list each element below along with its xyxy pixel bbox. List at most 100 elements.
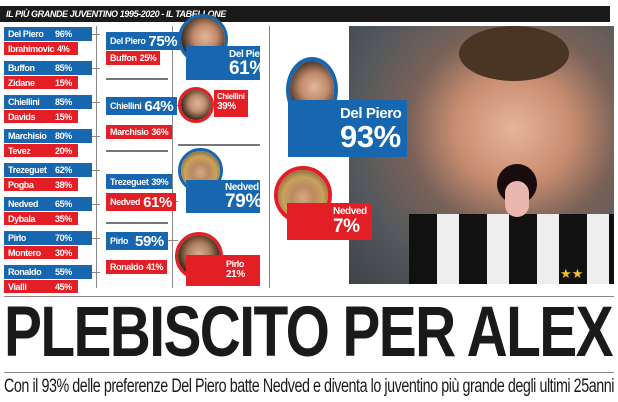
separator (106, 222, 168, 224)
player-name: Del Piero (229, 49, 269, 60)
star-icon: ★★ (560, 266, 584, 281)
player-name: Dybala (8, 213, 36, 224)
subtitle: Con il 93% delle preferenze Del Piero ba… (4, 376, 614, 397)
player-name: Pogba (8, 179, 34, 190)
player-name: Chiellini (217, 92, 245, 101)
player-name: Marchisio (110, 127, 149, 137)
loser-box: Nedved 61% (106, 193, 176, 211)
loser-box: Montero 30% (4, 246, 78, 259)
player-pct: 30% (55, 247, 72, 258)
player-pct: 4% (57, 43, 70, 54)
player-pct: 7% (333, 216, 360, 237)
winner-box: Chiellini 64% (106, 97, 178, 115)
player-pct: 85% (55, 63, 72, 73)
player-name: Chiellini (110, 101, 142, 111)
player-pct: 20% (55, 145, 72, 156)
winner-box: Buffon 85% (4, 61, 92, 75)
winner-box: Trezeguet 39% (106, 174, 173, 189)
headline-wrap: PLEBISCITO PER ALEX (4, 296, 614, 370)
chiellini-photo (178, 87, 214, 123)
player-pct: 96% (55, 29, 72, 39)
player-name: Nedved (8, 199, 39, 209)
player-name: Nedved (225, 182, 259, 193)
player-pct: 80% (55, 131, 72, 141)
player-pct: 38% (55, 179, 72, 190)
player-pct: 70% (55, 233, 72, 243)
player-name: Vialli (8, 281, 27, 292)
player-name: Chiellini (8, 97, 40, 107)
winner-box: Del Piero 96% (4, 27, 92, 41)
column-divider (96, 26, 97, 288)
player-pct: 25% (139, 53, 157, 63)
column-divider (269, 26, 270, 288)
player-pct: 45% (55, 281, 72, 292)
loser-box: Buffon 25% (106, 51, 161, 65)
player-name: Pirlo (226, 259, 245, 269)
player-name: Nedved (333, 206, 367, 217)
winner-box: Del Piero 75% (106, 32, 182, 50)
winner-box: Trezeguet 62% (4, 163, 92, 177)
player-pct: 64% (144, 97, 174, 115)
semifinal-winner-box: Nedved 79% (186, 180, 262, 213)
semifinal-loser-box: Pirlo 21% (186, 255, 260, 286)
player-pct: 61% (229, 58, 266, 79)
player-name: Buffon (8, 63, 35, 73)
loser-box: Vialli 45% (4, 280, 78, 293)
player-name: Zidane (8, 77, 35, 88)
separator (106, 78, 168, 80)
player-name: Del Piero (8, 29, 44, 39)
player-name: Tevez (8, 145, 31, 156)
player-pct: 41% (146, 262, 164, 272)
player-pct: 21% (226, 269, 245, 280)
semifinal-winner-box: Del Piero 61% (186, 46, 269, 80)
player-pct: 15% (55, 77, 72, 88)
winner-box: Marchisio 80% (4, 129, 92, 143)
player-pct: 55% (55, 267, 72, 277)
loser-box: Ronaldo 41% (106, 260, 168, 274)
player-name: Marchisio (8, 131, 47, 141)
column-divider (172, 26, 173, 288)
subtitle-wrap: Con il 93% delle preferenze Del Piero ba… (4, 376, 616, 400)
player-name: Ronaldo (110, 262, 144, 272)
loser-box: Davids 15% (4, 110, 78, 123)
player-pct: 36% (151, 127, 169, 137)
loser-box: Dybala 35% (4, 212, 78, 225)
semifinal-loser-box: Chiellini 39% (214, 90, 248, 117)
bracket-connector (168, 240, 178, 241)
player-name: Nedved (110, 197, 141, 207)
final-winner-box: Del Piero 93% (288, 100, 407, 157)
player-pct: 61% (143, 193, 172, 211)
player-pct: 93% (340, 119, 401, 154)
player-name: Trezeguet (8, 165, 47, 175)
player-name: Ibrahimovic (8, 43, 55, 54)
player-pct: 39% (217, 101, 236, 112)
headline: PLEBISCITO PER ALEX (4, 296, 614, 370)
player-name: Pirlo (8, 233, 27, 243)
player-pct: 39% (151, 176, 169, 187)
player-pct: 75% (148, 32, 178, 50)
player-pct: 85% (55, 97, 72, 107)
player-pct: 65% (55, 199, 72, 209)
winner-box: Chiellini 85% (4, 95, 92, 109)
player-name: Pirlo (110, 236, 129, 246)
player-pct: 35% (55, 213, 72, 224)
player-pct: 15% (55, 111, 72, 122)
final-loser-box: Nedved 7% (287, 203, 372, 240)
player-name: Montero (8, 247, 41, 258)
player-name: Del Piero (340, 105, 402, 122)
player-pct: 62% (55, 165, 72, 175)
player-pct: 79% (225, 191, 262, 212)
loser-box: Zidane 15% (4, 76, 78, 89)
player-name: Davids (8, 111, 36, 122)
winner-box: Pirlo 59% (106, 232, 168, 250)
winner-box: Pirlo 70% (4, 231, 92, 245)
player-name: Trezeguet (110, 176, 149, 187)
player-name: Ronaldo (8, 267, 42, 277)
separator (178, 144, 260, 146)
rule (4, 296, 614, 297)
loser-box: Marchisio 36% (106, 125, 173, 139)
loser-box: Pogba 38% (4, 178, 78, 191)
player-name: Buffon (110, 53, 137, 63)
loser-box: Tevez 20% (4, 144, 78, 157)
section-header: IL PIÙ GRANDE JUVENTINO 1995-2020 - IL T… (0, 6, 610, 22)
